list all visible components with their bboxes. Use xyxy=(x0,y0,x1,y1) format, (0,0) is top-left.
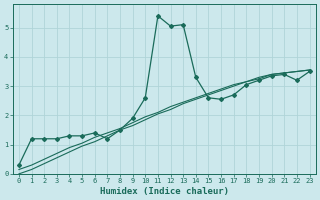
X-axis label: Humidex (Indice chaleur): Humidex (Indice chaleur) xyxy=(100,187,229,196)
